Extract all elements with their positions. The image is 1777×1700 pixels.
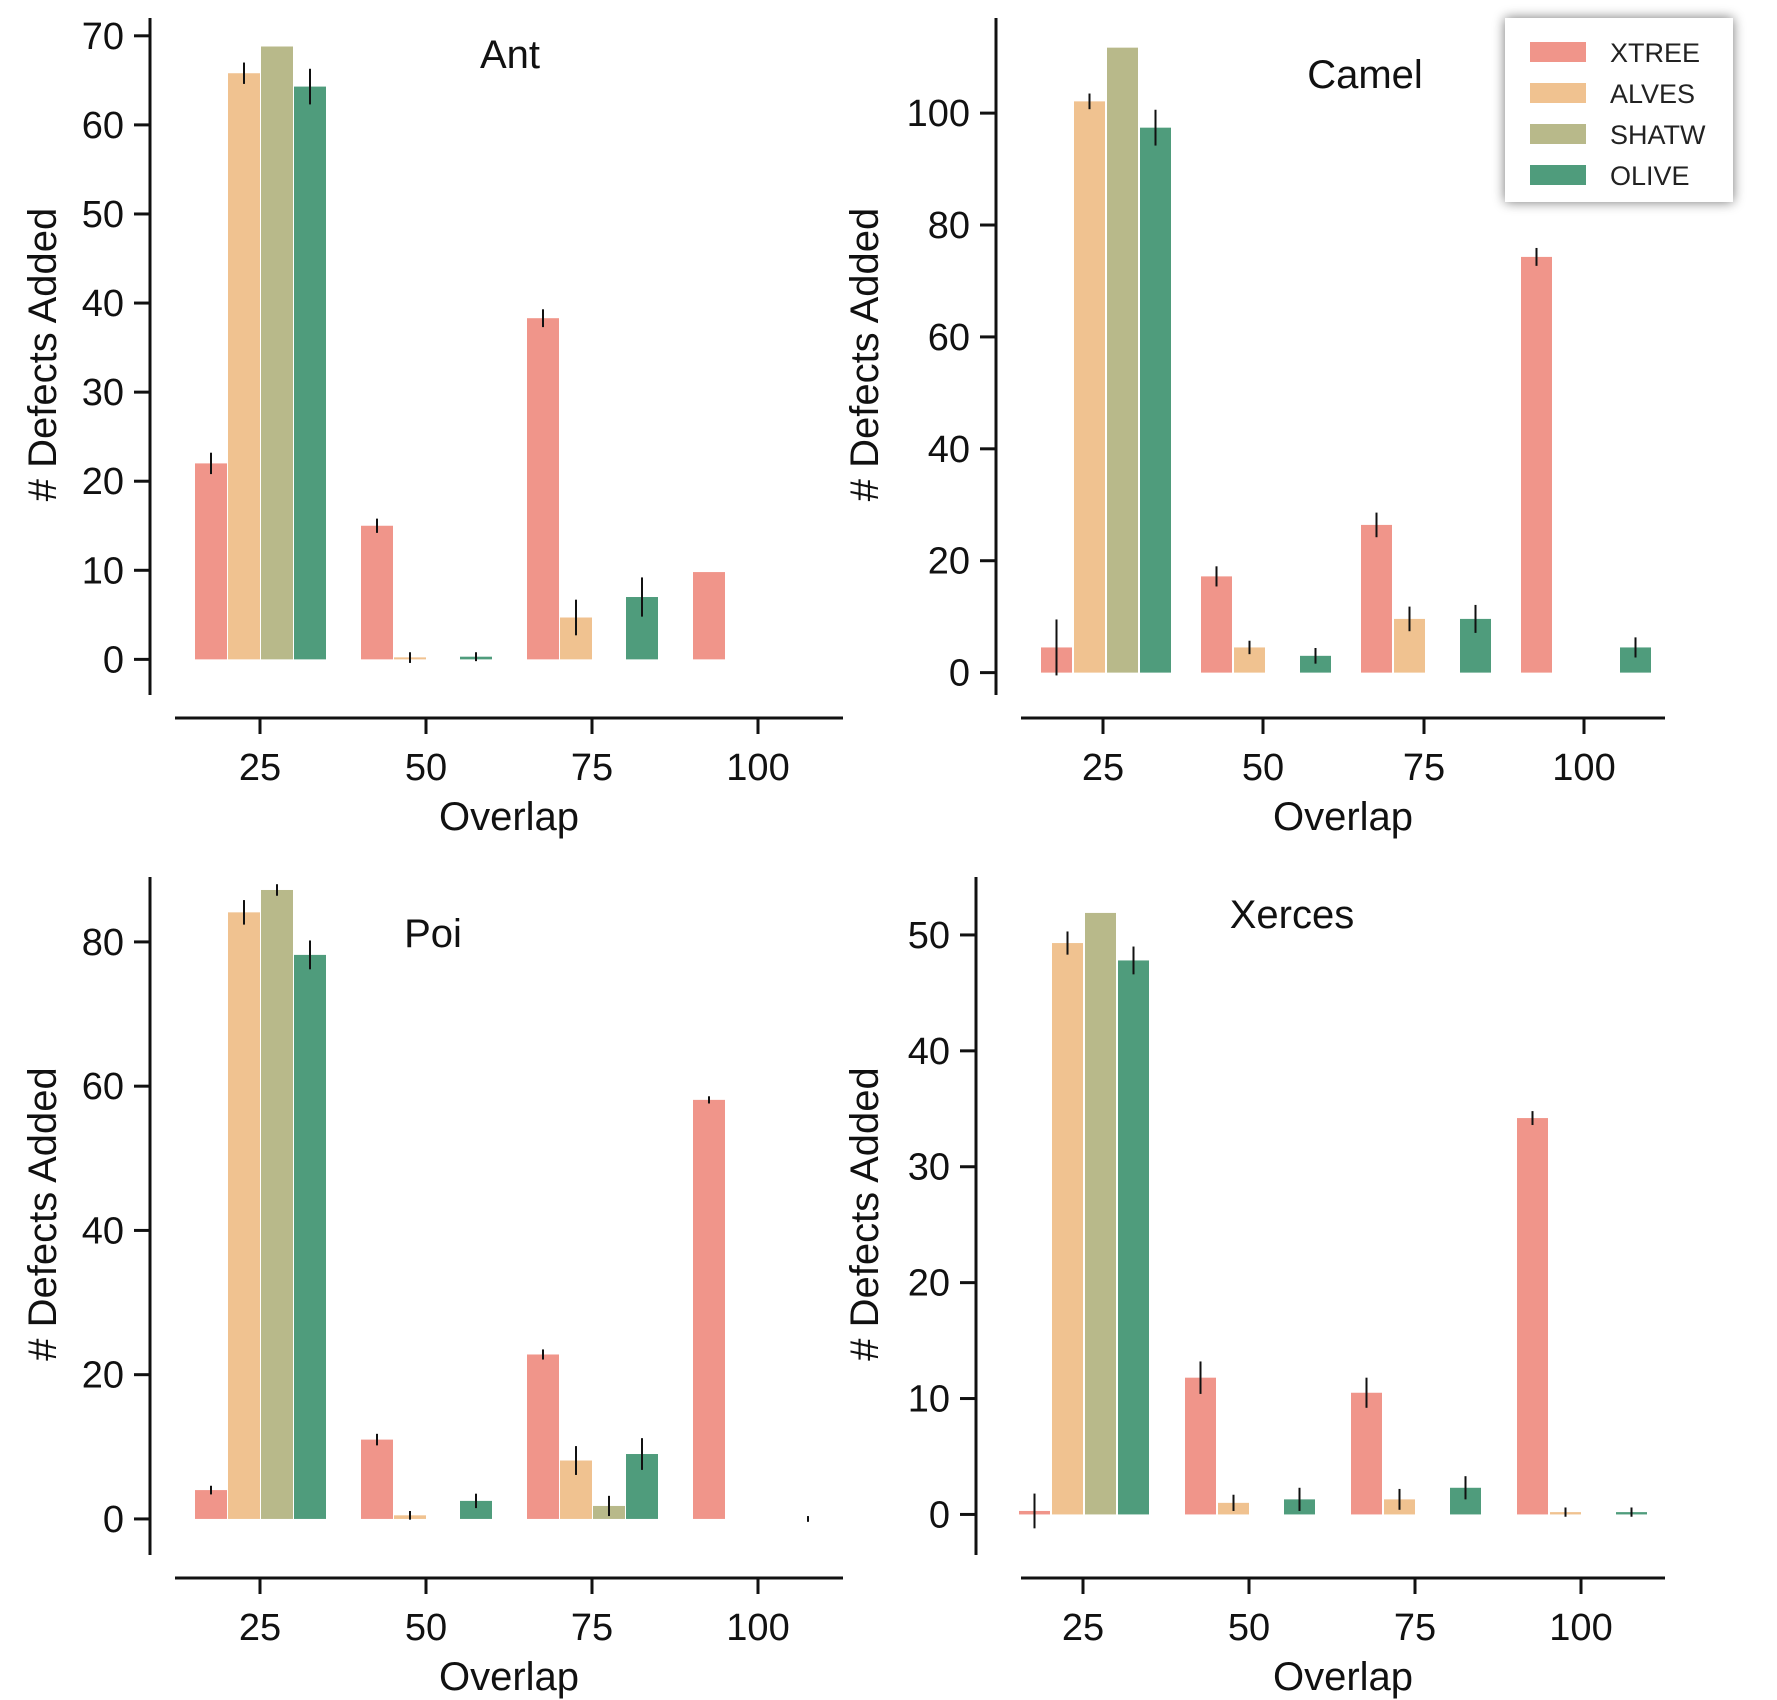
bar-poi-xtree-100: [693, 1099, 725, 1519]
y-tick-label: 60: [82, 1066, 124, 1108]
bar-xerces-olive-25: [1118, 960, 1149, 1515]
bar-poi-olive-50: [460, 1500, 492, 1519]
legend-swatch-olive: [1530, 165, 1586, 185]
bar-poi-shatw-25: [261, 889, 293, 1519]
legend-swatch-xtree: [1530, 42, 1586, 62]
y-tick-label: 20: [82, 1355, 124, 1397]
y-tick-label: 70: [82, 16, 124, 58]
legend: XTREE ALVES SHATW OLIVE: [1505, 18, 1733, 202]
bar-xerces-shatw-25: [1085, 912, 1116, 1515]
bar-ant-olive-25: [294, 86, 326, 660]
x-tick-label: 25: [1082, 747, 1124, 789]
x-tick-label: 100: [726, 747, 789, 789]
legend-label-xtree: XTREE: [1610, 38, 1700, 68]
y-tick-label: 10: [82, 550, 124, 592]
y-tick-label: 0: [949, 653, 970, 695]
x-tick-label: 75: [1403, 747, 1445, 789]
panel-title: Poi: [404, 912, 462, 956]
x-tick-label: 25: [1062, 1607, 1104, 1649]
y-tick-label: 40: [908, 1031, 950, 1073]
panel-ant: 0 10 20 30 40 50 60 70 25 50 75 100 Overlap # Defects…: [21, 16, 843, 839]
y-tick-label: 100: [907, 93, 970, 135]
y-tick-label: 80: [82, 922, 124, 964]
x-tick-label: 100: [1549, 1607, 1612, 1649]
bar-ant-shatw-25: [261, 46, 293, 660]
bar-poi-xtree-25: [195, 1490, 227, 1519]
legend-label-shatw: SHATW: [1610, 120, 1706, 150]
panel-title: Xerces: [1230, 893, 1355, 937]
y-tick-label: 40: [82, 283, 124, 325]
bar-ant-xtree-100: [693, 572, 725, 660]
x-tick-label: 50: [405, 747, 447, 789]
legend-swatch-shatw: [1530, 124, 1586, 144]
bar-ant-alves-25: [228, 73, 260, 660]
bar-xerces-xtree-100: [1517, 1118, 1548, 1515]
y-axis-label: # Defects Added: [843, 208, 887, 502]
panel-camel: 0 20 40 60 80 100 25 50 75 100 Overlap # Defects Ad…: [843, 18, 1665, 839]
y-tick-label: 20: [908, 1263, 950, 1305]
x-axis-label: Overlap: [439, 1655, 579, 1699]
y-tick-label: 80: [928, 205, 970, 247]
x-tick-label: 50: [405, 1607, 447, 1649]
bar-camel-xtree-50: [1201, 576, 1232, 673]
x-tick-label: 75: [571, 747, 613, 789]
legend-swatch-alves: [1530, 83, 1586, 103]
y-tick-label: 20: [928, 541, 970, 583]
y-tick-label: 40: [928, 429, 970, 471]
legend-label-olive: OLIVE: [1610, 161, 1690, 191]
bar-poi-xtree-50: [361, 1439, 393, 1519]
y-axis-label: # Defects Added: [843, 1067, 887, 1361]
bar-xerces-alves-25: [1052, 943, 1083, 1515]
y-axis-label: # Defects Added: [21, 208, 65, 502]
bar-ant-xtree-25: [195, 463, 227, 660]
bar-poi-xtree-75: [527, 1354, 559, 1519]
y-tick-label: 20: [82, 461, 124, 503]
panel-xerces: 0 10 20 30 40 50 25 50 75 100 Overlap # Defects Add…: [843, 877, 1665, 1699]
bar-camel-alves-25: [1074, 101, 1105, 673]
panel-title: Camel: [1307, 53, 1423, 97]
bar-xerces-xtree-50: [1185, 1377, 1216, 1515]
y-tick-label: 0: [929, 1494, 950, 1536]
x-tick-label: 100: [726, 1607, 789, 1649]
x-tick-label: 25: [239, 1607, 281, 1649]
legend-label-alves: ALVES: [1610, 79, 1695, 109]
bar-poi-olive-25: [294, 954, 326, 1519]
y-tick-label: 30: [908, 1147, 950, 1189]
y-tick-label: 60: [928, 317, 970, 359]
bar-camel-olive-50: [1300, 655, 1331, 673]
x-tick-label: 50: [1228, 1607, 1270, 1649]
y-tick-label: 0: [103, 1499, 124, 1541]
bar-ant-xtree-75: [527, 318, 559, 660]
x-tick-label: 25: [239, 747, 281, 789]
bar-poi-alves-25: [228, 912, 260, 1519]
y-tick-label: 10: [908, 1379, 950, 1421]
x-tick-label: 75: [1394, 1607, 1436, 1649]
y-tick-label: 60: [82, 105, 124, 147]
x-tick-label: 75: [571, 1607, 613, 1649]
bar-ant-xtree-50: [361, 525, 393, 660]
bar-xerces-xtree-75: [1351, 1392, 1382, 1515]
y-tick-label: 30: [82, 372, 124, 414]
x-axis-label: Overlap: [1273, 1655, 1413, 1699]
x-tick-label: 100: [1552, 747, 1615, 789]
panel-title: Ant: [480, 33, 540, 77]
panel-poi: 0 20 40 60 80 25 50 75 100 Overlap # Defects Added…: [21, 877, 843, 1699]
x-tick-label: 50: [1242, 747, 1284, 789]
y-tick-label: 0: [103, 639, 124, 681]
x-axis-label: Overlap: [1273, 795, 1413, 839]
x-axis-label: Overlap: [439, 795, 579, 839]
y-tick-label: 40: [82, 1210, 124, 1252]
bar-camel-xtree-100: [1521, 256, 1552, 673]
bar-camel-shatw-25: [1107, 47, 1138, 673]
bar-camel-olive-25: [1140, 127, 1171, 673]
y-axis-label: # Defects Added: [21, 1067, 65, 1361]
y-tick-label: 50: [908, 915, 950, 957]
bar-camel-xtree-75: [1361, 524, 1392, 673]
y-tick-label: 50: [82, 194, 124, 236]
